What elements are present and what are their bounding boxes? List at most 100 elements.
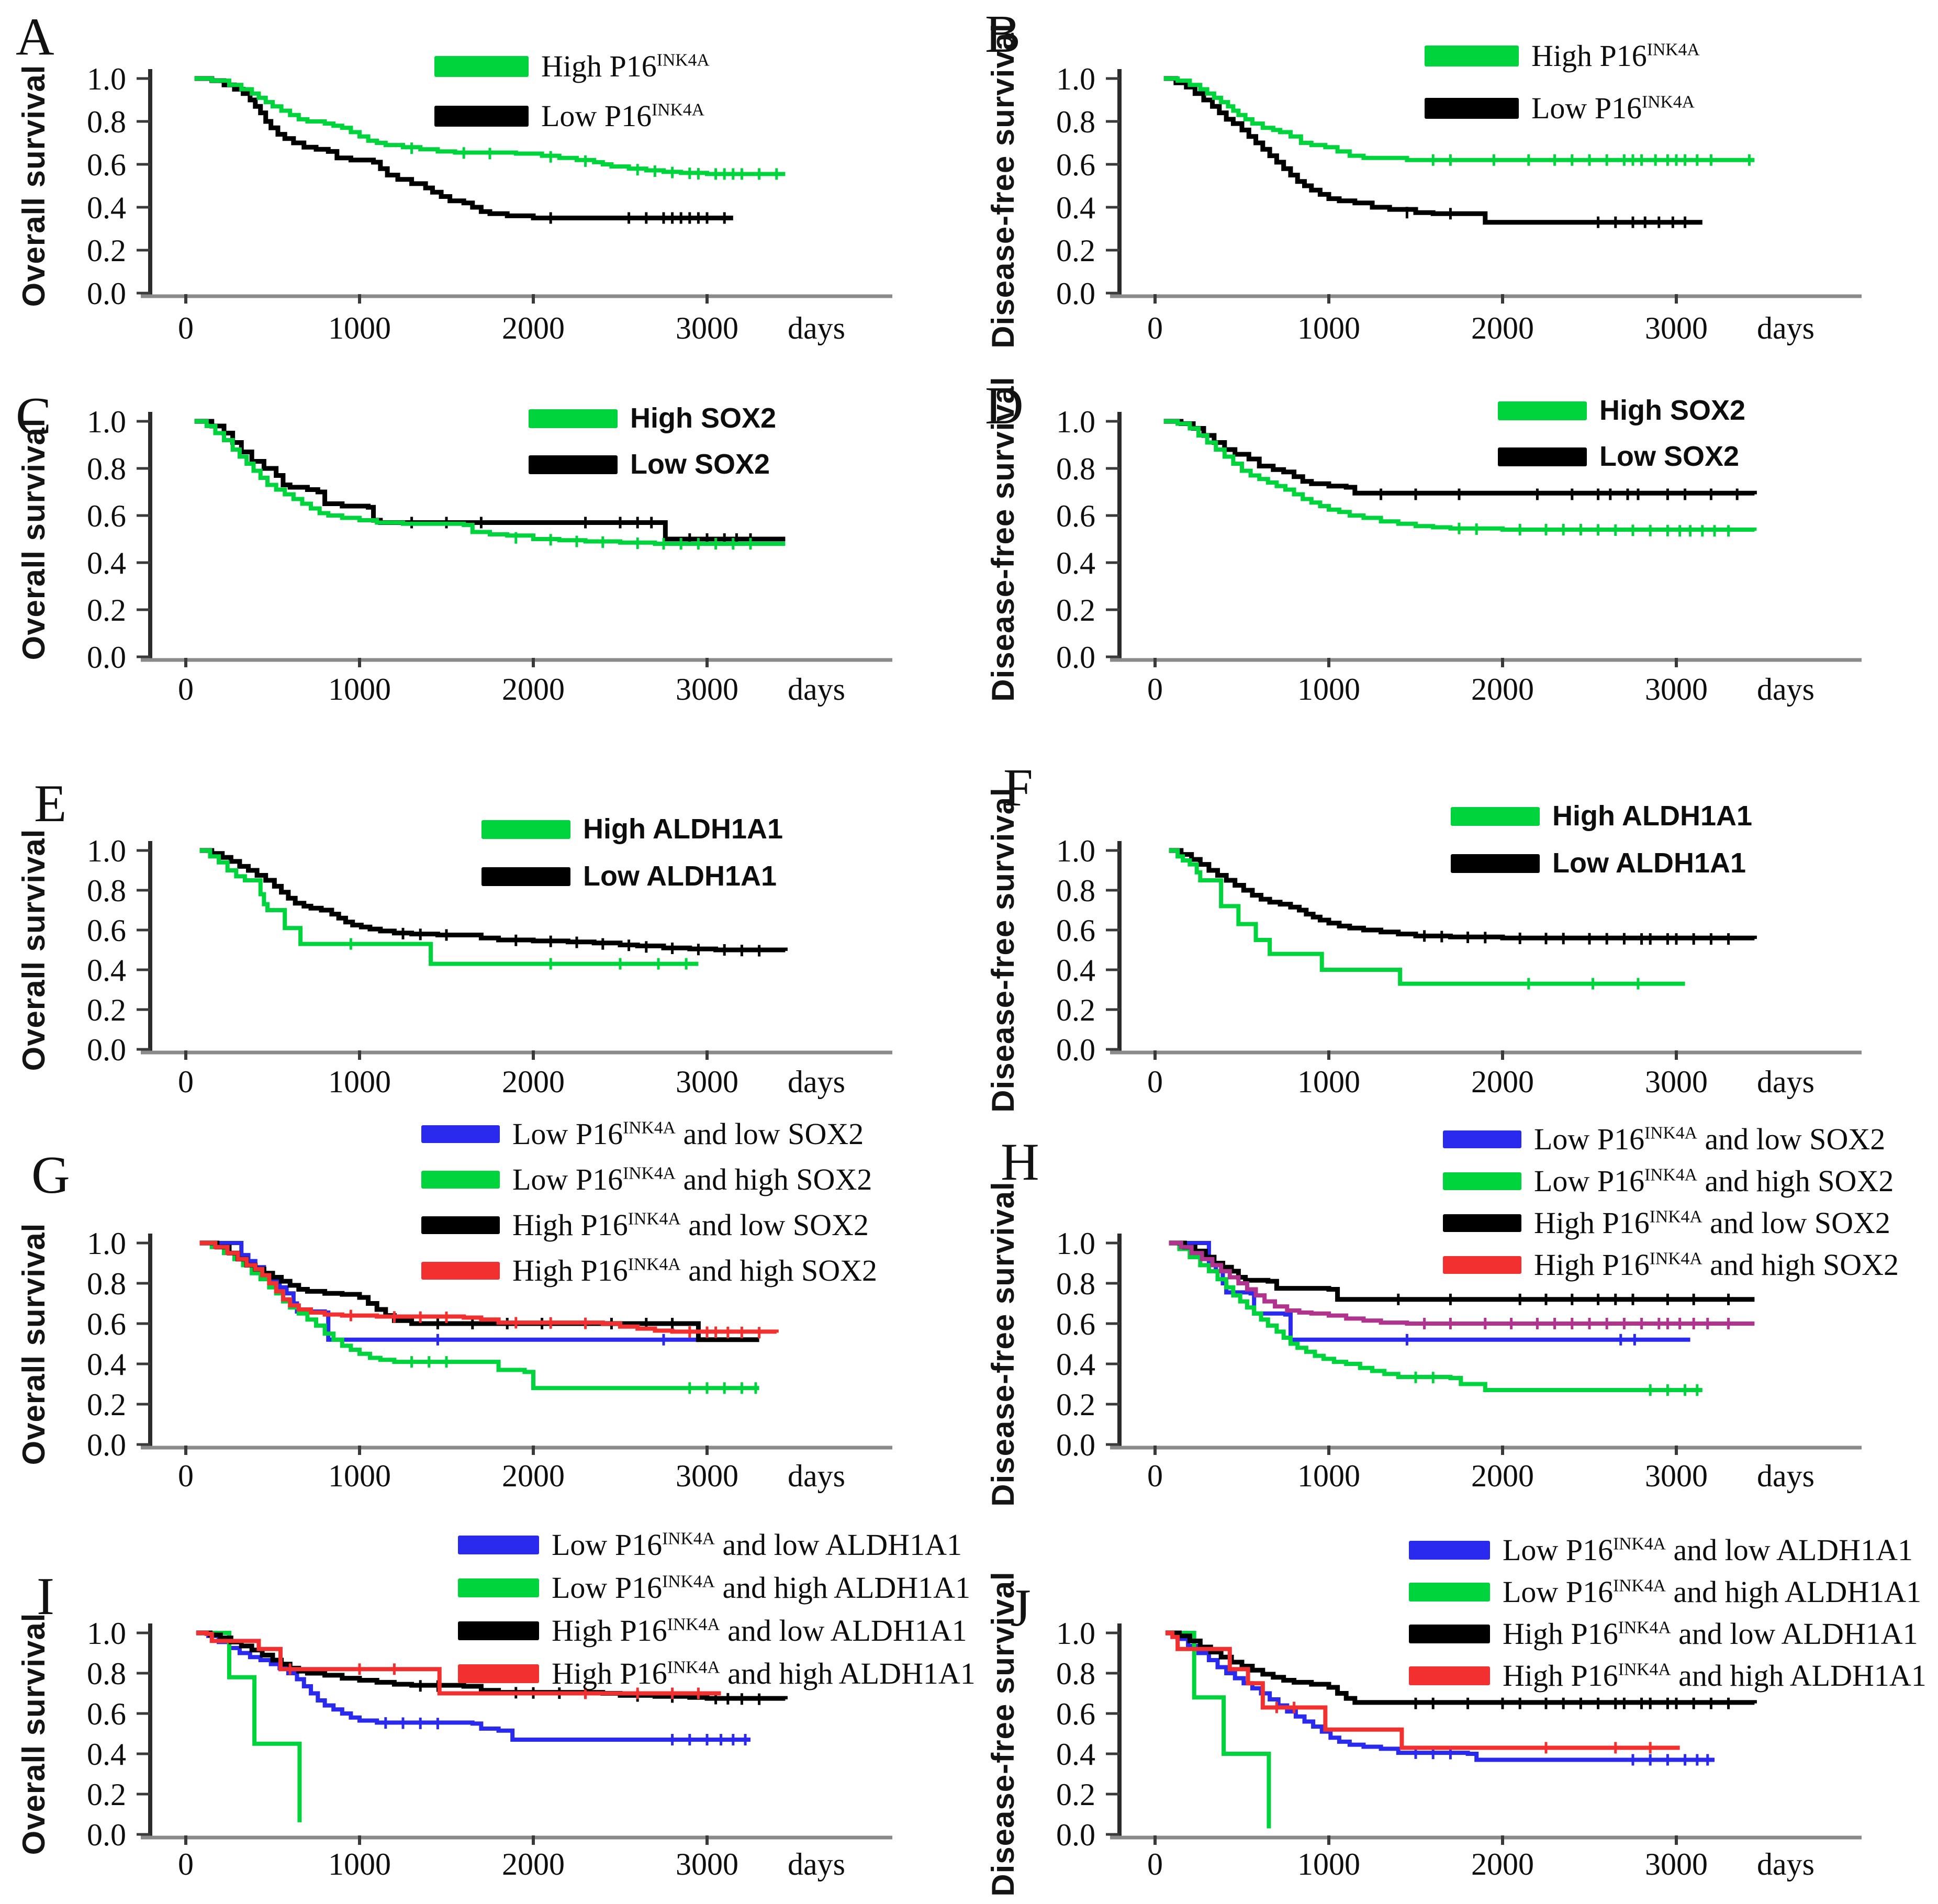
survival-curve: [196, 1630, 788, 1701]
survival-curve: [1163, 76, 1755, 162]
y-tick-label: 1.0: [87, 1616, 126, 1651]
y-tick-label: 0.8: [1056, 1267, 1095, 1301]
x-tick-label: 3000: [1645, 311, 1708, 345]
x-tick-label: 2000: [1471, 1459, 1534, 1493]
km-plot: 1.0 0.8 0.6 0.4 0.2 0.0 0 1000 2000 3000 days: [87, 1616, 892, 1881]
survival-curve: [1165, 1630, 1757, 1705]
survival-curve: [1165, 1631, 1680, 1750]
x-tick-label: 3000: [676, 311, 738, 345]
x-tick-label: 0: [1147, 311, 1163, 345]
panel-e: E Overall survival 1.0 0.8 0.6 0.4 0.2 0.0 0 10…: [0, 748, 969, 1130]
y-tick-label: 0.8: [87, 1267, 126, 1301]
y-tick-label: 1.0: [1056, 1226, 1095, 1261]
panel-c: C Overall survival 1.0 0.8 0.6 0.4 0.2 0.0 0 10…: [0, 366, 969, 748]
x-axis-unit: days: [1757, 1847, 1814, 1881]
survival-curve: [1169, 848, 1685, 986]
panel-letter: D: [985, 376, 1024, 435]
y-tick-label: 0.0: [1056, 1033, 1095, 1067]
y-tick-label: 1.0: [1056, 1616, 1095, 1651]
y-tick-label: 0.0: [1056, 276, 1095, 311]
y-tick-label: 0.6: [1056, 499, 1095, 533]
panel-letter: E: [34, 774, 67, 833]
x-tick-label: 1000: [328, 1847, 391, 1881]
survival-curve: [196, 1631, 721, 1696]
y-tick-label: 0.6: [87, 1307, 126, 1341]
km-plot: 1.0 0.8 0.6 0.4 0.2 0.0 0 1000 2000 3000 days: [1056, 62, 1862, 345]
y-tick-label: 0.2: [87, 993, 126, 1027]
y-tick-label: 0.2: [1056, 993, 1095, 1027]
x-axis-unit: days: [788, 311, 845, 345]
panel-d: D Disease-free survival 1.0 0.8 0.6 0.4 0.2 0…: [969, 366, 1938, 748]
survival-curve: [199, 1241, 779, 1334]
survival-curve: [1169, 1241, 1755, 1326]
y-tick-label: 0.8: [87, 1656, 126, 1691]
x-tick-label: 2000: [1471, 672, 1534, 707]
y-tick-label: 0.8: [1056, 105, 1095, 139]
km-plot: 1.0 0.8 0.6 0.4 0.2 0.0 0 1000 2000 3000 days: [87, 1226, 892, 1493]
survival-curve: [196, 1631, 750, 1742]
y-tick-label: 0.8: [87, 452, 126, 486]
y-tick-label: 0.2: [1056, 593, 1095, 628]
panel-letter: F: [1003, 758, 1033, 817]
y-tick-label: 0.6: [1056, 1307, 1095, 1341]
y-tick-label: 0.4: [1056, 953, 1095, 988]
survival-curve: [203, 1631, 302, 1822]
y-tick-label: 0.8: [1056, 1656, 1095, 1691]
y-tick-label: 0.2: [87, 593, 126, 628]
x-axis-unit: days: [788, 1459, 845, 1493]
y-tick-label: 0.2: [1056, 1777, 1095, 1812]
x-tick-label: 1000: [328, 311, 391, 345]
y-tick-label: 0.0: [1056, 1818, 1095, 1852]
km-plot: 1.0 0.8 0.6 0.4 0.2 0.0 0 1000 2000 3000 days: [1056, 834, 1862, 1099]
survival-curve: [1172, 1631, 1271, 1829]
y-tick-label: 0.2: [87, 1777, 126, 1812]
y-tick-label: 1.0: [87, 405, 126, 439]
km-plot: 1.0 0.8 0.6 0.4 0.2 0.0 0 1000 2000 3000 days: [1056, 1226, 1862, 1493]
y-tick-label: 0.4: [1056, 546, 1095, 580]
y-tick-label: 1.0: [1056, 62, 1095, 96]
y-tick-label: 0.2: [1056, 1387, 1095, 1422]
y-tick-label: 0.8: [1056, 452, 1095, 486]
y-tick-label: 0.4: [87, 1737, 126, 1772]
x-axis-unit: days: [1757, 1065, 1814, 1099]
y-tick-label: 0.2: [87, 233, 126, 268]
survival-curve: [199, 848, 788, 953]
y-tick-label: 1.0: [87, 62, 126, 96]
y-tick-label: 0.6: [1056, 148, 1095, 182]
y-tick-label: 0.0: [87, 1818, 126, 1852]
x-tick-label: 3000: [1645, 1065, 1708, 1099]
y-tick-label: 0.4: [1056, 1737, 1095, 1772]
x-tick-label: 2000: [1471, 1847, 1534, 1881]
panel-letter: I: [37, 1567, 54, 1626]
survival-curve: [1169, 848, 1757, 940]
panel-i: I Overall survival 1.0 0.8 0.6 0.4 0.2 0.0 0 10…: [0, 1528, 976, 1904]
survival-curve: [194, 76, 733, 220]
y-tick-label: 1.0: [1056, 834, 1095, 868]
x-tick-label: 2000: [1471, 1065, 1534, 1099]
x-tick-label: 1000: [328, 1065, 391, 1099]
panel-letter: G: [31, 1146, 70, 1205]
x-tick-label: 0: [1147, 672, 1163, 707]
y-tick-label: 0.6: [87, 1697, 126, 1731]
x-tick-label: 3000: [676, 1847, 738, 1881]
x-tick-label: 1000: [1297, 1065, 1360, 1099]
x-tick-label: 3000: [1645, 672, 1708, 707]
km-plot: 1.0 0.8 0.6 0.4 0.2 0.0 0 1000 2000 3000 days: [87, 405, 892, 707]
x-tick-label: 0: [178, 311, 194, 345]
y-tick-label: 0.0: [1056, 1428, 1095, 1462]
y-tick-label: 0.6: [87, 148, 126, 182]
y-tick-label: 0.4: [87, 1347, 126, 1382]
x-tick-label: 2000: [502, 1459, 565, 1493]
x-axis-unit: days: [788, 1847, 845, 1881]
survival-curve: [194, 76, 786, 176]
y-tick-label: 0.2: [87, 1387, 126, 1422]
x-tick-label: 1000: [1297, 1847, 1360, 1881]
panel-j: J Disease-free survival 1.0 0.8 0.6 0.4 0.2 0…: [969, 1533, 1938, 1904]
y-tick-label: 0.8: [87, 105, 126, 139]
y-tick-label: 0.6: [87, 913, 126, 948]
y-tick-label: 0.0: [87, 276, 126, 311]
x-tick-label: 2000: [502, 672, 565, 707]
panel-letter: C: [16, 387, 52, 446]
y-tick-label: 1.0: [87, 1226, 126, 1261]
